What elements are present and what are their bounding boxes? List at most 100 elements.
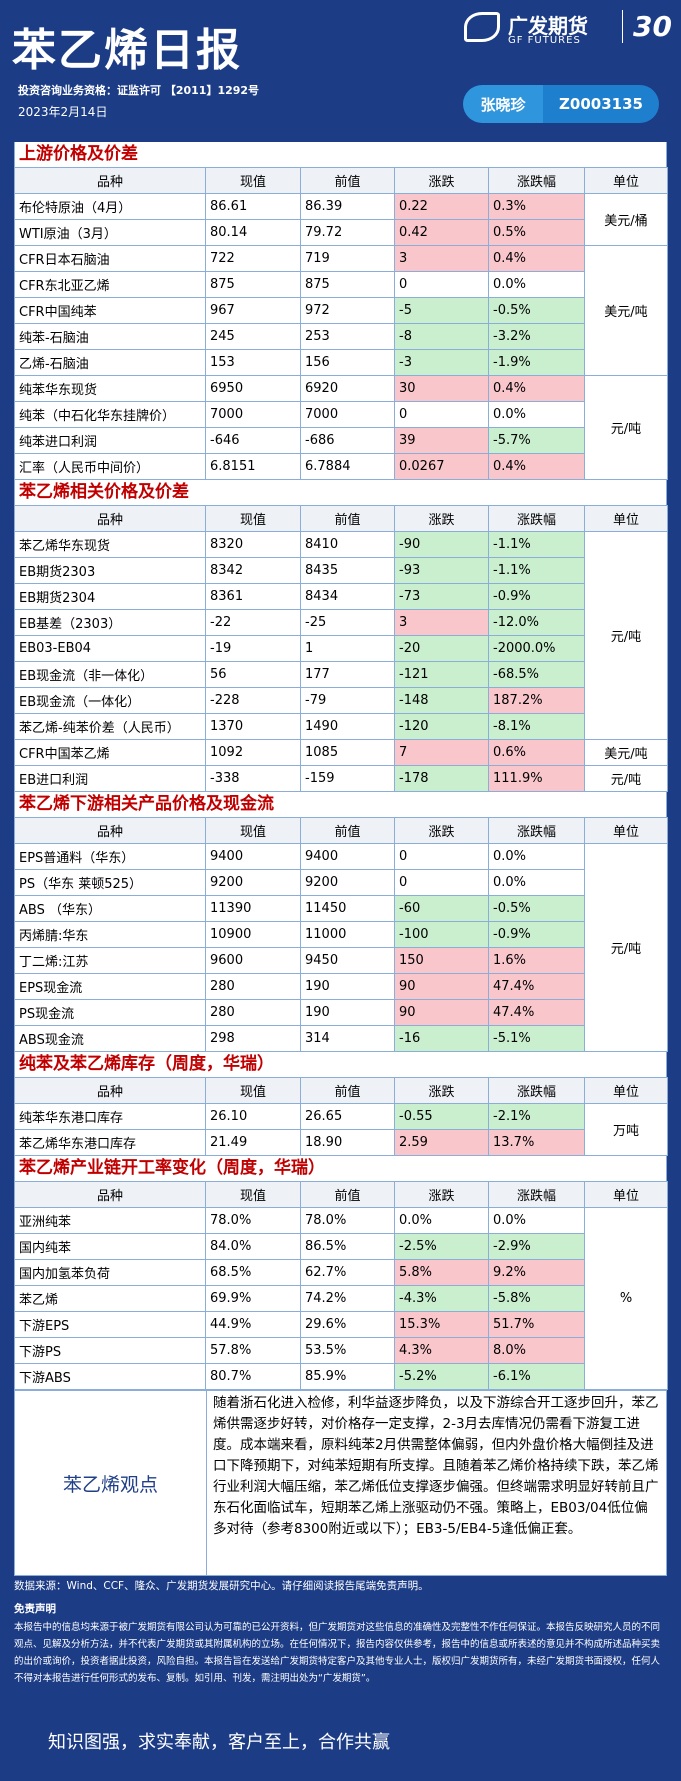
- cell-value: 0.4%: [488, 245, 585, 272]
- viewpoint-text: 随着浙石化进入检修，利华益逐步降负，以及下游综合开工逐步回升，苯乙烯供需逐步好转…: [206, 1390, 667, 1576]
- cell-value: 21.49: [205, 1129, 301, 1156]
- footer: 数据来源：Wind、CCF、隆众、广发期货发展研究中心。请仔细阅读报告尾端免责声…: [14, 1578, 667, 1687]
- data-row: CFR东北亚乙烯 875 875 0 0.0%: [14, 271, 668, 298]
- data-row: 丁二烯:江苏 9600 9450 150 1.6%: [14, 947, 668, 974]
- item-name: EB进口利润: [14, 765, 206, 792]
- cell-value: 0.0%: [488, 1207, 585, 1234]
- item-name: 丁二烯:江苏: [14, 947, 206, 974]
- item-name: WTI原油（3月）: [14, 219, 206, 246]
- column-header: 前值: [300, 817, 395, 844]
- data-row: 布伦特原油（4月） 86.61 86.39 0.22 0.3% 美元/桶: [14, 193, 668, 246]
- item-name: 亚洲纯苯: [14, 1207, 206, 1234]
- cell-value: 8.0%: [488, 1337, 585, 1364]
- cell-value: -25: [300, 609, 395, 636]
- unit: 元/吨: [584, 843, 668, 1052]
- cell-value: 245: [205, 323, 301, 350]
- cell-value: 6.8151: [205, 453, 301, 480]
- item-name: EPS普通料（华东）: [14, 843, 206, 870]
- cell-value: 0.0%: [488, 843, 585, 870]
- data-row: EB03-EB04 -19 1 -20 -2000.0%: [14, 635, 668, 662]
- cell-value: -90: [394, 531, 489, 558]
- data-row: PS现金流 280 190 90 47.4%: [14, 999, 668, 1026]
- data-row: 亚洲纯苯 78.0% 78.0% 0.0% 0.0%%: [14, 1207, 668, 1390]
- data-row: CFR日本石脑油 722 719 3 0.4% 美元/吨: [14, 245, 668, 376]
- cell-value: 8410: [300, 531, 395, 558]
- data-row: 丙烯腈:华东 10900 11000 -100 -0.9%: [14, 921, 668, 948]
- cell-value: 57.8%: [205, 1337, 301, 1364]
- column-header: 现值: [205, 1077, 301, 1104]
- column-header: 单位: [584, 167, 668, 194]
- cell-value: 18.90: [300, 1129, 395, 1156]
- cell-value: -0.5%: [488, 297, 585, 324]
- cell-value: 190: [300, 973, 395, 1000]
- data-row: EB现金流（非一体化） 56 177 -121 -68.5%: [14, 661, 668, 688]
- cell-value: -3: [394, 349, 489, 376]
- cell-value: -19: [205, 635, 301, 662]
- data-row: 乙烯-石脑油 153 156 -3 -1.9%: [14, 349, 668, 376]
- cell-value: 8434: [300, 583, 395, 610]
- cell-value: 8361: [205, 583, 301, 610]
- cell-value: 90: [394, 973, 489, 1000]
- cell-value: 29.6%: [300, 1311, 395, 1338]
- item-name: PS（华东 莱顿525）: [14, 869, 206, 896]
- cell-value: -8: [394, 323, 489, 350]
- column-header: 前值: [300, 505, 395, 532]
- cell-value: 6.7884: [300, 453, 395, 480]
- cell-value: 280: [205, 999, 301, 1026]
- item-name: 纯苯进口利润: [14, 427, 206, 454]
- cell-value: -5.8%: [488, 1285, 585, 1312]
- data-source: 数据来源：Wind、CCF、隆众、广发期货发展研究中心。请仔细阅读报告尾端免责声…: [14, 1580, 429, 1592]
- cell-value: -1.1%: [488, 557, 585, 584]
- unit: 元/吨: [584, 765, 668, 792]
- item-name: EB期货2304: [14, 583, 206, 610]
- cell-value: 1370: [205, 713, 301, 740]
- column-header: 单位: [584, 1077, 668, 1104]
- column-header: 涨跌: [394, 1077, 489, 1104]
- section-title: 苯乙烯相关价格及价差: [14, 480, 667, 505]
- cell-value: 74.2%: [300, 1285, 395, 1312]
- header: 苯乙烯日报 投资咨询业务资格：证监许可 【2011】1292号 2023年2月1…: [0, 0, 681, 140]
- cell-value: -68.5%: [488, 661, 585, 688]
- cell-value: -5.1%: [488, 1025, 585, 1052]
- item-name: 苯乙烯: [14, 1285, 206, 1312]
- cell-value: 1.6%: [488, 947, 585, 974]
- item-name: EPS现金流: [14, 973, 206, 1000]
- cell-value: 4.3%: [394, 1337, 489, 1364]
- cell-value: -121: [394, 661, 489, 688]
- cell-value: -2.5%: [394, 1233, 489, 1260]
- disclaimer-title: 免责声明: [14, 1603, 56, 1615]
- column-header: 现值: [205, 817, 301, 844]
- cell-value: 8320: [205, 531, 301, 558]
- cell-value: 6950: [205, 375, 301, 402]
- data-row: 纯苯-石脑油 245 253 -8 -3.2%: [14, 323, 668, 350]
- column-header: 单位: [584, 817, 668, 844]
- column-header: 品种: [14, 167, 206, 194]
- cell-value: 967: [205, 297, 301, 324]
- header-row: 品种 现值 前值 涨跌 涨跌幅 单位: [14, 167, 668, 194]
- cell-value: 177: [300, 661, 395, 688]
- cell-value: 80.7%: [205, 1363, 301, 1390]
- data-row: WTI原油（3月） 80.14 79.72 0.42 0.5%: [14, 219, 668, 246]
- report-date: 2023年2月14日: [18, 105, 108, 119]
- cell-value: 153: [205, 349, 301, 376]
- item-name: 国内加氢苯负荷: [14, 1259, 206, 1286]
- cell-value: -20: [394, 635, 489, 662]
- cell-value: 0.0%: [488, 271, 585, 298]
- column-header: 涨跌幅: [488, 817, 585, 844]
- cell-value: 86.61: [205, 193, 301, 220]
- cell-value: 8342: [205, 557, 301, 584]
- cell-value: -159: [300, 765, 395, 792]
- cell-value: 150: [394, 947, 489, 974]
- cell-value: -5.2%: [394, 1363, 489, 1390]
- item-name: EB现金流（非一体化）: [14, 661, 206, 688]
- cell-value: -0.55: [394, 1103, 489, 1130]
- cell-value: 80.14: [205, 219, 301, 246]
- cell-value: 13.7%: [488, 1129, 585, 1156]
- data-table: 品种 现值 前值 涨跌 涨跌幅 单位 EPS普通料（华东） 9400 9400 0 0.0% 元/吨 P…: [14, 817, 668, 1052]
- data-row: EPS现金流 280 190 90 47.4%: [14, 973, 668, 1000]
- data-row: PS（华东 莱顿525） 9200 9200 0 0.0%: [14, 869, 668, 896]
- cell-value: 11000: [300, 921, 395, 948]
- cell-value: -22: [205, 609, 301, 636]
- column-header: 单位: [584, 505, 668, 532]
- slogan: 知识图强，求实奉献，客户至上，合作共赢: [48, 1732, 390, 1753]
